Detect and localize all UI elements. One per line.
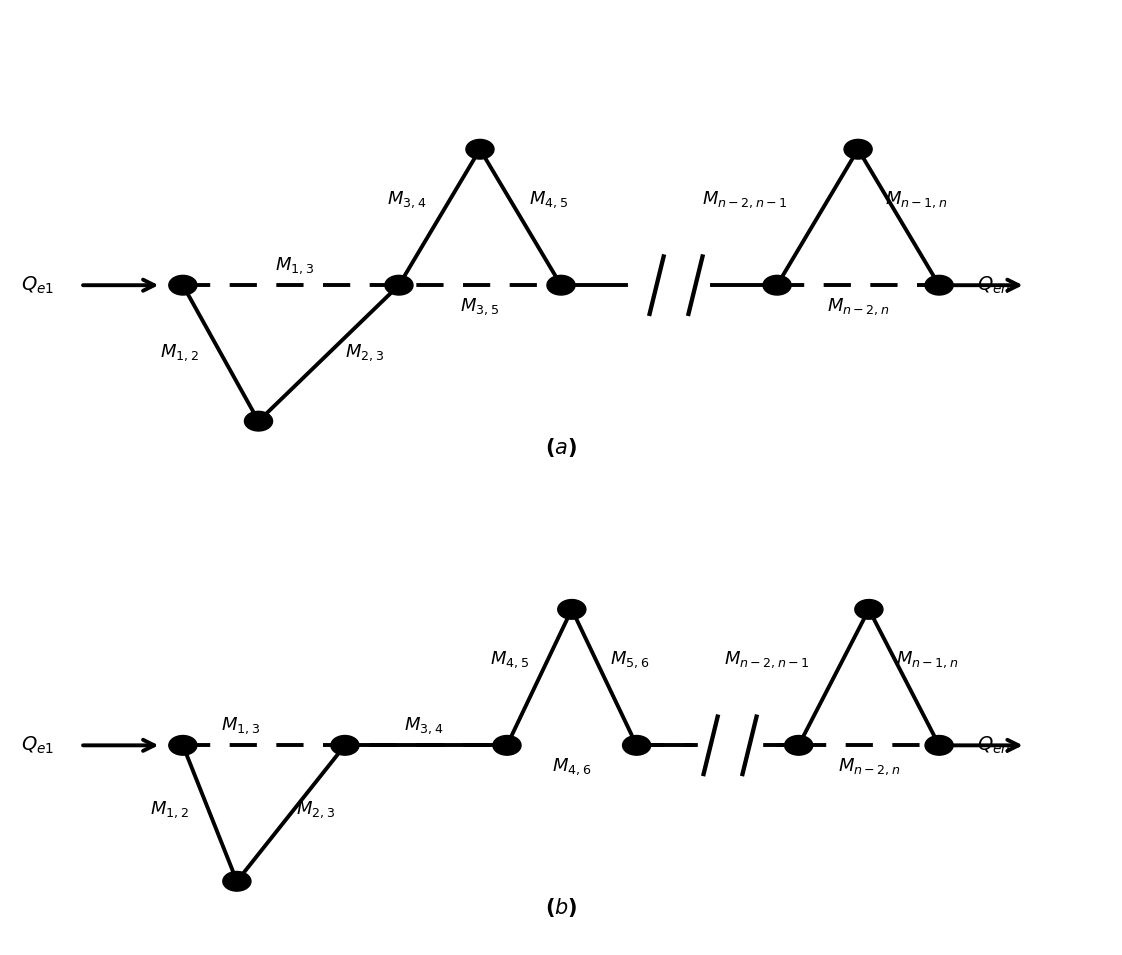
Circle shape — [546, 275, 576, 295]
Text: $\mathbf{(\mathit{b})}$: $\mathbf{(\mathit{b})}$ — [544, 896, 578, 919]
Polygon shape — [644, 258, 708, 312]
Circle shape — [925, 275, 954, 295]
Circle shape — [168, 735, 197, 755]
Circle shape — [558, 600, 586, 619]
Text: $M_{1,2}$: $M_{1,2}$ — [160, 343, 199, 364]
Text: $M_{2,3}$: $M_{2,3}$ — [344, 343, 384, 364]
Text: $M_{n-1,n}$: $M_{n-1,n}$ — [895, 649, 958, 669]
Text: $Q_{e1}$: $Q_{e1}$ — [21, 734, 54, 756]
Text: $M_{1,2}$: $M_{1,2}$ — [149, 799, 188, 819]
Text: $M_{4,5}$: $M_{4,5}$ — [528, 189, 568, 210]
Text: $Q_{en}$: $Q_{en}$ — [977, 734, 1011, 756]
Text: $M_{5,6}$: $M_{5,6}$ — [609, 649, 649, 669]
Text: $M_{n-2,n}$: $M_{n-2,n}$ — [838, 756, 900, 777]
Circle shape — [245, 412, 273, 431]
Text: $Q_{e1}$: $Q_{e1}$ — [21, 274, 54, 296]
Text: $M_{n-2,n}$: $M_{n-2,n}$ — [827, 296, 890, 317]
Circle shape — [168, 275, 197, 295]
Text: $M_{n-1,n}$: $M_{n-1,n}$ — [885, 189, 948, 210]
Circle shape — [925, 735, 954, 755]
Circle shape — [223, 872, 251, 891]
Circle shape — [623, 735, 651, 755]
Text: $Q_{en}$: $Q_{en}$ — [977, 274, 1011, 296]
Circle shape — [385, 275, 413, 295]
Text: $M_{n-2,n-1}$: $M_{n-2,n-1}$ — [702, 189, 788, 210]
Text: $M_{4,6}$: $M_{4,6}$ — [552, 756, 591, 777]
Circle shape — [855, 600, 883, 619]
Text: $M_{3,4}$: $M_{3,4}$ — [387, 189, 426, 210]
Circle shape — [844, 139, 872, 159]
Circle shape — [784, 735, 812, 755]
Circle shape — [493, 735, 521, 755]
Text: $\mathbf{(\mathit{a})}$: $\mathbf{(\mathit{a})}$ — [545, 435, 577, 459]
Text: $M_{1,3}$: $M_{1,3}$ — [221, 715, 259, 736]
Text: $M_{2,3}$: $M_{2,3}$ — [296, 799, 335, 819]
Text: $M_{4,5}$: $M_{4,5}$ — [489, 649, 528, 669]
Polygon shape — [698, 718, 762, 773]
Circle shape — [466, 139, 494, 159]
Text: $M_{n-2,n-1}$: $M_{n-2,n-1}$ — [724, 649, 809, 669]
Circle shape — [331, 735, 359, 755]
Circle shape — [763, 275, 791, 295]
Text: $M_{1,3}$: $M_{1,3}$ — [275, 256, 314, 276]
Text: $M_{3,5}$: $M_{3,5}$ — [460, 296, 499, 317]
Text: $M_{3,4}$: $M_{3,4}$ — [404, 715, 443, 736]
